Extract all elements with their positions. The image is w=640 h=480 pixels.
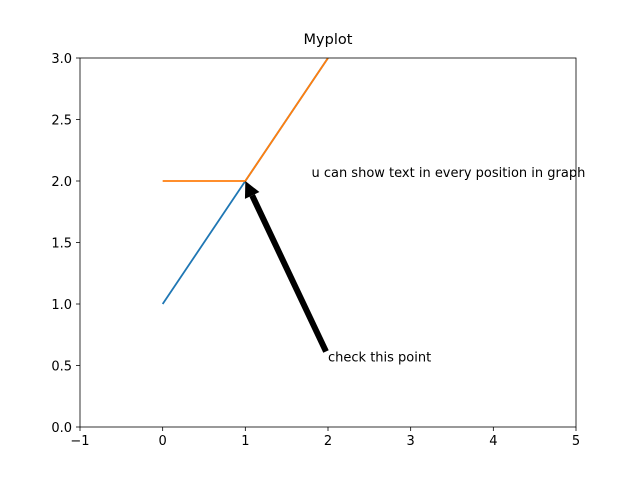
- y-tick-label: 0.0: [51, 421, 72, 436]
- annotation: u can show text in every position in gra…: [311, 166, 585, 181]
- y-tick-label: 1.0: [51, 298, 72, 313]
- x-tick-label: −1: [70, 434, 89, 449]
- chart-title: Myplot: [304, 32, 353, 48]
- x-tick-label: 5: [572, 434, 580, 449]
- y-tick-label: 3.0: [51, 52, 72, 67]
- y-tick-label: 0.5: [51, 360, 72, 375]
- x-tick-label: 0: [159, 434, 167, 449]
- x-tick-label: 1: [241, 434, 249, 449]
- plot-frame: [79, 57, 577, 428]
- x-tick-label: 4: [489, 434, 497, 449]
- y-tick-label: 2.0: [51, 175, 72, 190]
- y-tick-label: 1.5: [51, 237, 72, 252]
- line: [162, 58, 329, 182]
- annotation-arrowhead: [244, 181, 260, 199]
- annotation-arrow: [249, 194, 329, 353]
- x-tick-label: 2: [324, 434, 332, 449]
- annotation: check this point: [328, 351, 431, 366]
- y-tick-label: 2.5: [51, 114, 72, 129]
- x-tick-label: 3: [407, 434, 415, 449]
